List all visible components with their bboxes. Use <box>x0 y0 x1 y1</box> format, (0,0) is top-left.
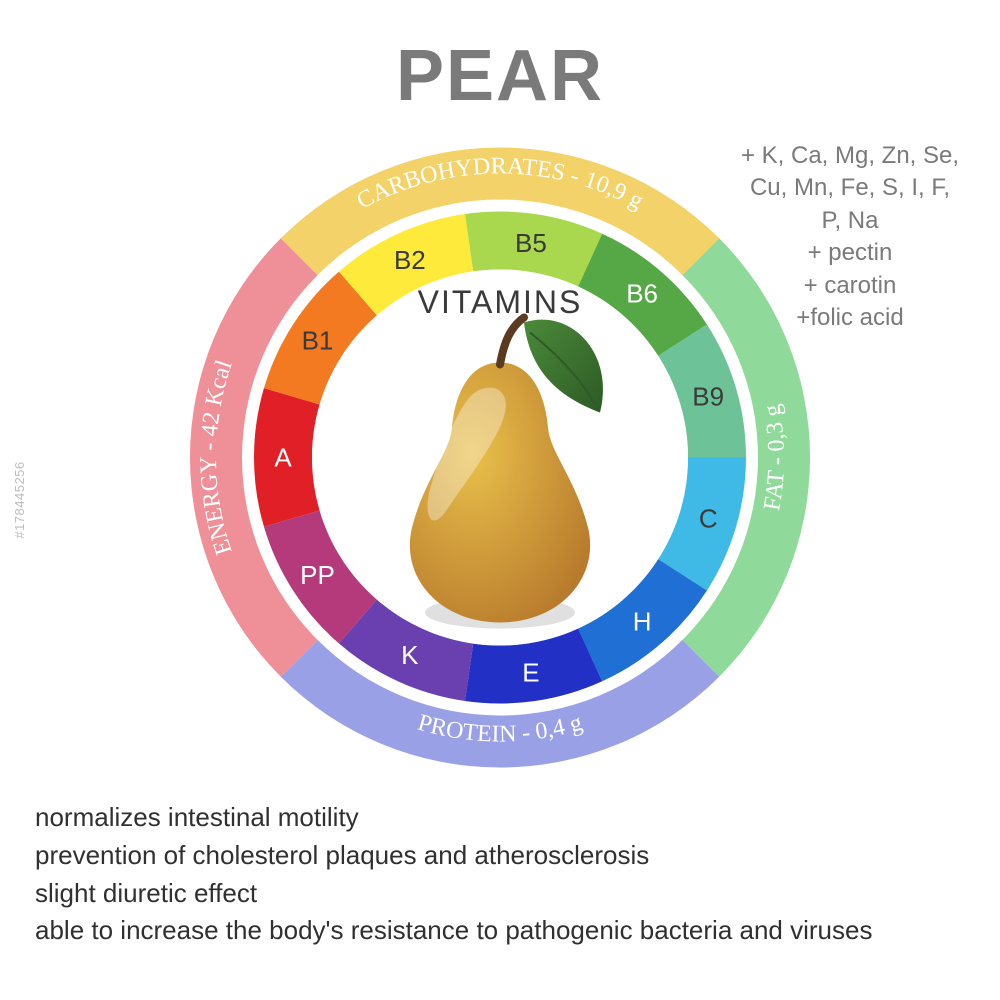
minerals-list: + K, Ca, Mg, Zn, Se,Cu, Mn, Fe, S, I, F,… <box>720 140 980 334</box>
mineral-line: P, Na <box>720 205 980 237</box>
watermark-id: #178445256 <box>12 461 27 538</box>
vitamin-label: B2 <box>394 245 426 275</box>
vitamin-label: A <box>274 443 292 473</box>
vitamin-label: B1 <box>302 325 334 355</box>
vitamins-label: VITAMINS <box>418 284 583 321</box>
mineral-line: + K, Ca, Mg, Zn, Se, <box>720 140 980 172</box>
benefit-line: normalizes intestinal motility <box>35 799 872 837</box>
mineral-line: Cu, Mn, Fe, S, I, F, <box>720 172 980 204</box>
benefit-line: prevention of cholesterol plaques and at… <box>35 837 872 875</box>
vitamin-label: C <box>699 504 718 534</box>
mineral-line: + pectin <box>720 237 980 269</box>
page-title: PEAR <box>0 35 1000 117</box>
vitamin-label: E <box>522 657 539 687</box>
benefit-line: slight diuretic effect <box>35 875 872 913</box>
vitamin-label: B6 <box>626 279 658 309</box>
vitamin-label: B5 <box>515 228 547 258</box>
benefits-list: normalizes intestinal motilityprevention… <box>35 799 872 950</box>
vitamin-label: PP <box>300 560 335 590</box>
vitamin-label: H <box>633 607 652 637</box>
vitamin-label: B9 <box>692 381 724 411</box>
vitamin-label: K <box>401 640 419 670</box>
mineral-line: +folic acid <box>720 302 980 334</box>
benefit-line: able to increase the body's resistance t… <box>35 912 872 950</box>
mineral-line: + carotin <box>720 270 980 302</box>
